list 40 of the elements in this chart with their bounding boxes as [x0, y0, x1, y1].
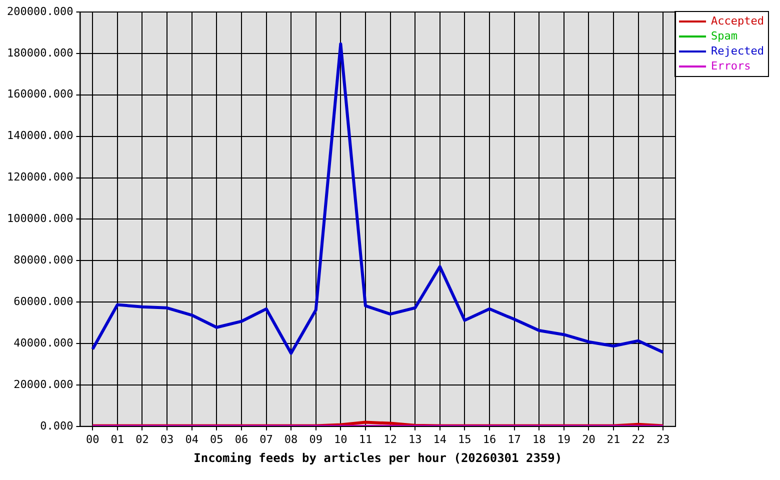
x-tick-label: 07	[260, 432, 273, 446]
y-tick-label: 60000.000	[14, 294, 74, 308]
x-tick-label: 14	[433, 432, 447, 446]
x-tick-label: 03	[160, 432, 174, 446]
x-tick-label: 23	[656, 432, 670, 446]
x-tick-label: 06	[234, 432, 248, 446]
x-tick-label: 08	[284, 432, 298, 446]
x-tick-label: 05	[210, 432, 224, 446]
x-tick-label: 02	[136, 432, 149, 446]
x-tick-label: 10	[334, 432, 348, 446]
y-tick-label: 80000.000	[14, 254, 74, 266]
x-tick-label: 16	[482, 432, 496, 446]
legend-label: Errors	[711, 59, 751, 72]
x-tick-label: 13	[408, 432, 422, 446]
x-tick-label: 21	[606, 432, 620, 446]
y-tick-label: 160000.000	[6, 88, 74, 101]
x-tick-label: 01	[110, 432, 124, 446]
x-tick-label: 11	[358, 432, 372, 446]
legend-label: Rejected	[711, 44, 764, 58]
legend-label: Spam	[711, 29, 738, 42]
y-tick-label: 120000.000	[6, 170, 74, 184]
x-tick-label: 19	[557, 432, 571, 446]
y-tick-label: 0.000	[40, 419, 74, 432]
y-tick-label: 40000.000	[14, 336, 74, 350]
x-tick-label: 18	[532, 432, 546, 446]
x-tick-label: 20	[582, 432, 596, 446]
y-tick-label: 180000.000	[6, 46, 74, 60]
x-tick-label: 09	[309, 432, 322, 446]
x-tick-label: 12	[384, 432, 397, 446]
y-tick-label: 20000.000	[14, 378, 74, 391]
x-tick-label: 00	[86, 432, 100, 446]
y-tick-label: 200000.000	[6, 4, 74, 18]
legend-label: Accepted	[711, 14, 764, 28]
x-tick-label: 17	[508, 432, 521, 446]
x-tick-label: 04	[185, 432, 199, 446]
x-tick-label: 22	[632, 432, 645, 446]
y-tick-label: 100000.000	[6, 212, 74, 226]
x-tick-label: 15	[458, 432, 472, 446]
x-axis-title: Incoming feeds by articles per hour (20260301 2359)	[194, 450, 562, 465]
y-tick-label: 140000.000	[6, 129, 74, 142]
